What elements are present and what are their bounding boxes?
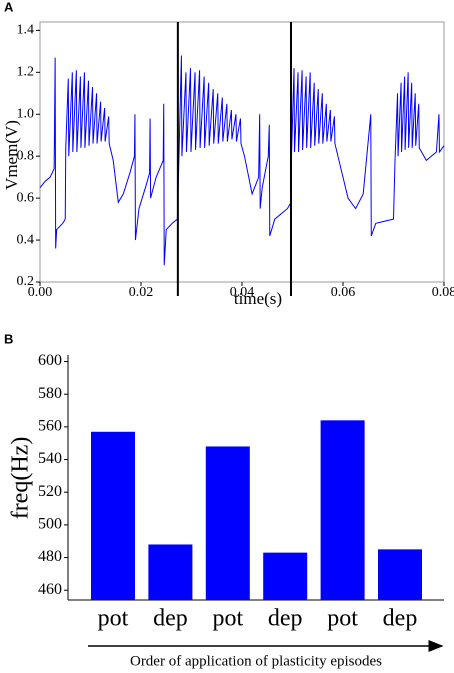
bar xyxy=(263,552,308,600)
y-axis-label: freq(Hz) xyxy=(8,437,34,520)
bar xyxy=(205,446,250,600)
y-tick-label: 0.2 xyxy=(17,274,35,289)
y-axis-label: Vmem(V) xyxy=(2,120,21,190)
x-axis-label: Order of application of plasticity episo… xyxy=(130,653,382,669)
x-tick-label: pot xyxy=(98,606,129,632)
bar xyxy=(148,544,193,600)
y-tick-label: 0.8 xyxy=(17,148,35,163)
y-tick-label: 1.4 xyxy=(17,23,35,38)
y-tick-label: 560 xyxy=(38,418,62,435)
x-tick-label: 0.04 xyxy=(230,285,255,300)
y-tick-label: 540 xyxy=(38,450,62,467)
x-tick-label: dep xyxy=(268,606,303,632)
x-tick-label: 0.08 xyxy=(432,285,454,300)
y-tick-label: 460 xyxy=(38,581,62,598)
y-tick-label: 0.6 xyxy=(17,190,35,205)
x-tick-label: 0.00 xyxy=(28,285,53,300)
x-tick-label: pot xyxy=(212,606,243,632)
bar xyxy=(320,420,365,600)
plot-frame xyxy=(39,21,445,283)
bar xyxy=(91,431,135,600)
y-tick-label: 600 xyxy=(38,352,62,369)
x-tick-label: pot xyxy=(327,606,358,632)
x-tick-label: dep xyxy=(383,606,418,632)
voltage-trace xyxy=(39,55,445,266)
y-tick-label: 0.4 xyxy=(17,232,35,247)
y-tick-label: 520 xyxy=(38,483,62,500)
x-axis-label: time(s) xyxy=(234,289,282,308)
panel-label: A xyxy=(4,0,14,14)
y-tick-label: 500 xyxy=(38,516,62,533)
x-tick-label: dep xyxy=(153,606,188,632)
y-tick-label: 480 xyxy=(38,548,62,565)
y-tick-label: 1.0 xyxy=(17,106,35,121)
bar xyxy=(378,549,422,600)
x-tick-label: 0.02 xyxy=(129,285,154,300)
y-tick-label: 1.2 xyxy=(17,65,35,80)
panel-label: B xyxy=(4,331,13,346)
y-tick-label: 580 xyxy=(38,385,62,402)
x-tick-label: 0.06 xyxy=(331,285,356,300)
